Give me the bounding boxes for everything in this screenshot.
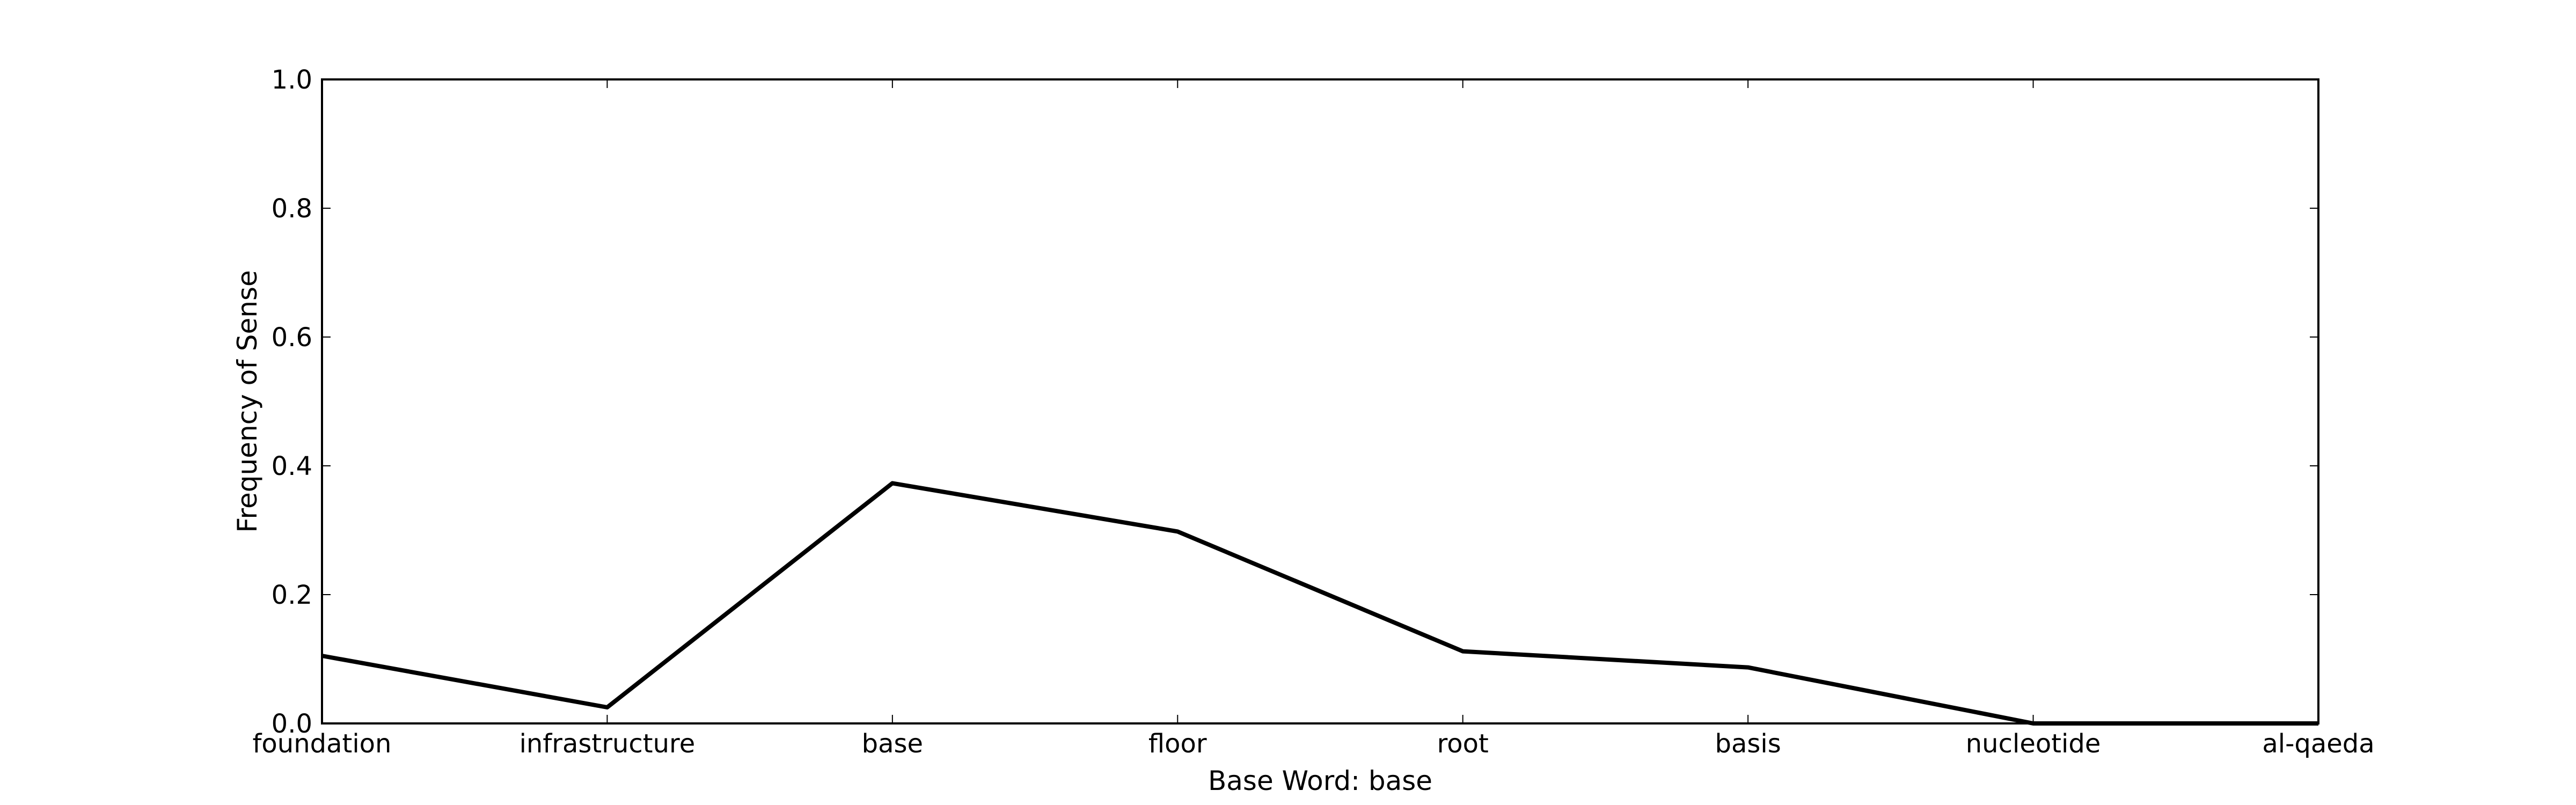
series-line <box>321 481 2318 726</box>
x-tick-label: base <box>862 729 923 759</box>
y-tick-label: 0.4 <box>272 451 312 481</box>
y-tick-label: 1.0 <box>272 65 312 95</box>
y-tick-label: 0.8 <box>272 194 312 224</box>
x-tick-label: basis <box>1715 729 1781 759</box>
y-axis-title: Frequency of Sense <box>232 270 263 532</box>
y-tick-label: 0.0 <box>272 709 312 739</box>
y-tick-label: 0.6 <box>272 323 312 353</box>
x-tick-label: root <box>1437 729 1489 759</box>
x-tick-label: al-qaeda <box>2262 729 2374 759</box>
plot-area-frame <box>321 78 2319 724</box>
x-tick-label: infrastructure <box>519 729 696 759</box>
x-tick-label: nucleotide <box>1966 729 2101 759</box>
x-axis-title: Base Word: base <box>1208 765 1432 796</box>
y-tick-label: 0.2 <box>272 580 312 610</box>
series-layer <box>321 481 2318 726</box>
x-tick-label: foundation <box>253 729 392 759</box>
ticks-layer <box>321 79 2319 724</box>
x-tick-label: floor <box>1148 729 1207 759</box>
tick-labels-layer: foundation infrastructure base floor root bas… <box>253 65 2375 759</box>
